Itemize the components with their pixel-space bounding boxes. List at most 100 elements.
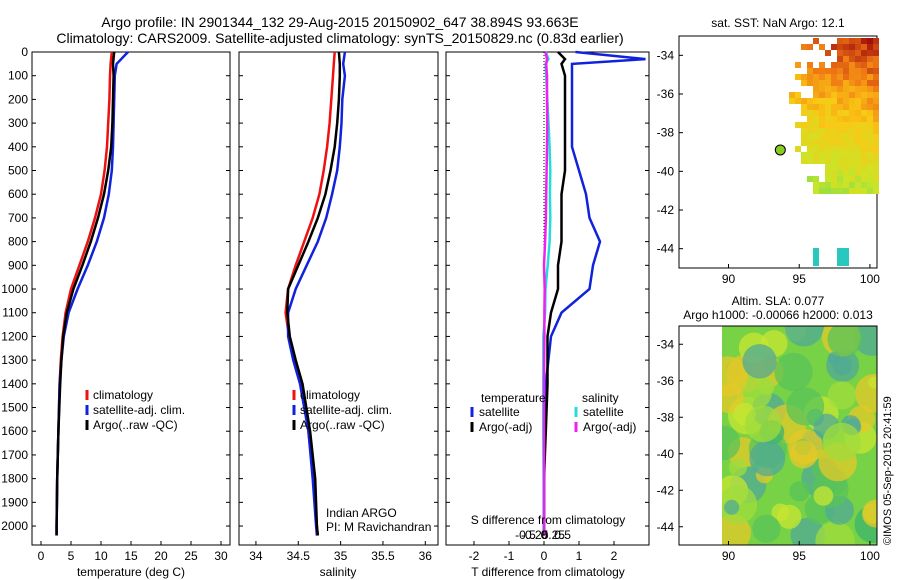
- sst-cell: [795, 74, 801, 80]
- sst-cell: [843, 80, 849, 86]
- depth-tick-label: 400: [8, 140, 28, 154]
- sst-cell: [861, 122, 867, 128]
- sst-cell: [837, 104, 843, 110]
- sst-cell: [849, 50, 855, 56]
- sst-cell: [855, 158, 861, 164]
- sst-cell: [819, 98, 825, 104]
- sst-cell: [843, 182, 849, 188]
- sst-cell: [843, 248, 849, 254]
- sst-cell: [819, 128, 825, 134]
- depth-tick-label: 300: [8, 116, 28, 130]
- sst-cell: [819, 44, 825, 50]
- salinity-x-label: salinity: [320, 565, 357, 579]
- sst-cell: [873, 170, 879, 176]
- sst-cell: [867, 122, 873, 128]
- sst-cell: [843, 74, 849, 80]
- sla-blob: [742, 344, 777, 379]
- series-line-salinity-argo-adj-: [542, 51, 549, 536]
- sst-cell: [801, 74, 807, 80]
- sst-cell: [795, 92, 801, 98]
- legend-label: satellite-adj. clim.: [93, 403, 185, 417]
- series-line-argo-raw-qc-: [55, 51, 116, 536]
- map-y-tick-label: -42: [657, 203, 675, 217]
- sla-blob: [789, 440, 818, 469]
- legend-header-salinity: salinity: [582, 391, 619, 405]
- sst-cell: [843, 254, 849, 260]
- x-tick-label: -1: [504, 549, 515, 563]
- sst-cell: [867, 86, 873, 92]
- sla-blob: [757, 377, 775, 395]
- sst-cell: [867, 146, 873, 152]
- map-y-tick-label: -34: [657, 48, 675, 62]
- sla-blob: [771, 503, 790, 522]
- sst-cell: [849, 128, 855, 134]
- sst-cell: [813, 188, 819, 194]
- sst-cell: [867, 140, 873, 146]
- depth-tick-label: 1200: [1, 329, 28, 343]
- sst-cell: [843, 68, 849, 74]
- sla-blob: [789, 481, 810, 502]
- sst-cell: [861, 170, 867, 176]
- sst-cell: [801, 152, 807, 158]
- sst-cell: [855, 62, 861, 68]
- sst-cell: [873, 164, 879, 170]
- salinity-panel: 34 34.5 35 35.5 36 salinity climatologysatel…: [238, 51, 439, 579]
- sst-cell: [819, 68, 825, 74]
- series-line-temperature-argo-adj-: [542, 51, 567, 536]
- map-x-tick-label: 100: [860, 272, 880, 286]
- map-y-tick-label: -40: [657, 164, 675, 178]
- sst-cell: [825, 80, 831, 86]
- sst-cell: [849, 134, 855, 140]
- map-x-tick-label: 95: [793, 272, 807, 286]
- sla-blob: [722, 425, 741, 461]
- sst-cell: [819, 146, 825, 152]
- sst-cell: [843, 146, 849, 152]
- sst-cell: [825, 116, 831, 122]
- sst-cell: [825, 176, 831, 182]
- t-difference-label: T difference from climatology: [471, 565, 625, 579]
- sst-cell: [825, 92, 831, 98]
- depth-tick-label: 1600: [1, 424, 28, 438]
- sst-cell: [843, 110, 849, 116]
- x-tick-label: 0: [38, 549, 45, 563]
- sst-cell: [831, 92, 837, 98]
- sla-blob: [749, 440, 786, 477]
- sst-cell: [867, 182, 873, 188]
- sst-cell: [837, 128, 843, 134]
- sst-cell: [813, 116, 819, 122]
- x-tick-label: 35.5: [371, 549, 395, 563]
- sst-cell: [873, 140, 879, 146]
- sst-cell: [801, 128, 807, 134]
- sst-cell: [843, 92, 849, 98]
- sst-cell: [861, 74, 867, 80]
- sst-cell: [801, 134, 807, 140]
- sst-cell: [867, 188, 873, 194]
- annotation-line2: PI: M Ravichandran: [326, 520, 431, 534]
- sst-cell: [867, 158, 873, 164]
- sst-cell: [867, 38, 873, 44]
- sst-cell: [819, 122, 825, 128]
- sst-cell: [855, 116, 861, 122]
- depth-tick-label: 1700: [1, 448, 28, 462]
- sst-cell: [861, 80, 867, 86]
- sst-cell: [843, 44, 849, 50]
- legend-label: Argo(-adj): [479, 420, 532, 434]
- sst-cell: [849, 176, 855, 182]
- sst-cell: [861, 164, 867, 170]
- sst-cell: [807, 146, 813, 152]
- sst-cell: [813, 98, 819, 104]
- map-y-tick-label: -40: [657, 447, 675, 461]
- sst-cell: [813, 68, 819, 74]
- sst-cell: [807, 104, 813, 110]
- depth-tick-label: 800: [8, 235, 28, 249]
- sst-cell: [831, 152, 837, 158]
- sst-cell: [843, 104, 849, 110]
- sst-cell: [849, 152, 855, 158]
- x-tick-label: -2: [469, 549, 480, 563]
- x-tick-label: 15: [124, 549, 138, 563]
- sst-cell: [873, 104, 879, 110]
- sst-cell: [861, 158, 867, 164]
- sst-cell: [843, 128, 849, 134]
- sst-cell: [825, 134, 831, 140]
